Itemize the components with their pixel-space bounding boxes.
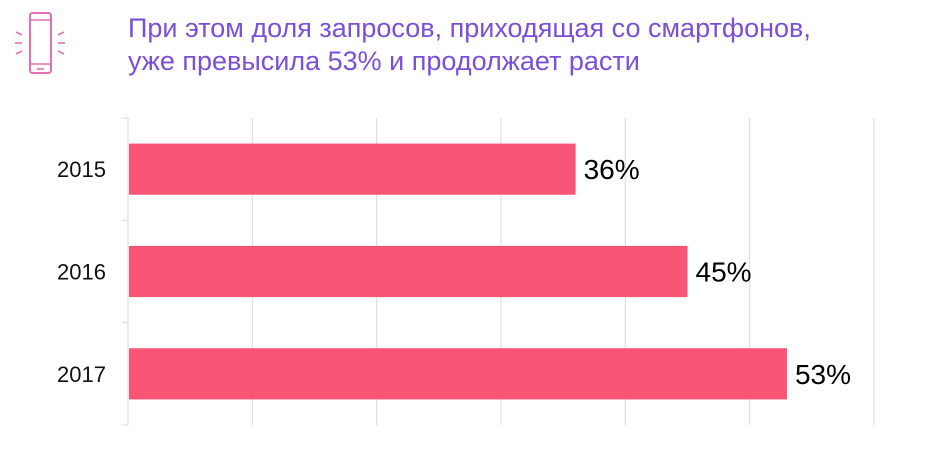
bar-2017 — [129, 348, 787, 400]
category-label-2015: 2015 — [57, 157, 106, 182]
smartphone-icon — [15, 12, 65, 74]
bar-2016 — [129, 245, 688, 298]
category-label-2017: 2017 — [57, 362, 106, 387]
value-label-2016: 45% — [696, 257, 752, 288]
chart-title: При этом доля запросов, приходящая со см… — [128, 12, 908, 78]
chart-title-line-1: При этом доля запросов, приходящая со см… — [128, 13, 811, 43]
chart-title-line-2: уже превысила 53% и продолжает расти — [128, 46, 640, 76]
bar-2015 — [129, 143, 576, 195]
value-label-2017: 53% — [795, 359, 851, 390]
category-label-2016: 2016 — [57, 260, 106, 285]
value-label-2015: 36% — [584, 154, 640, 185]
